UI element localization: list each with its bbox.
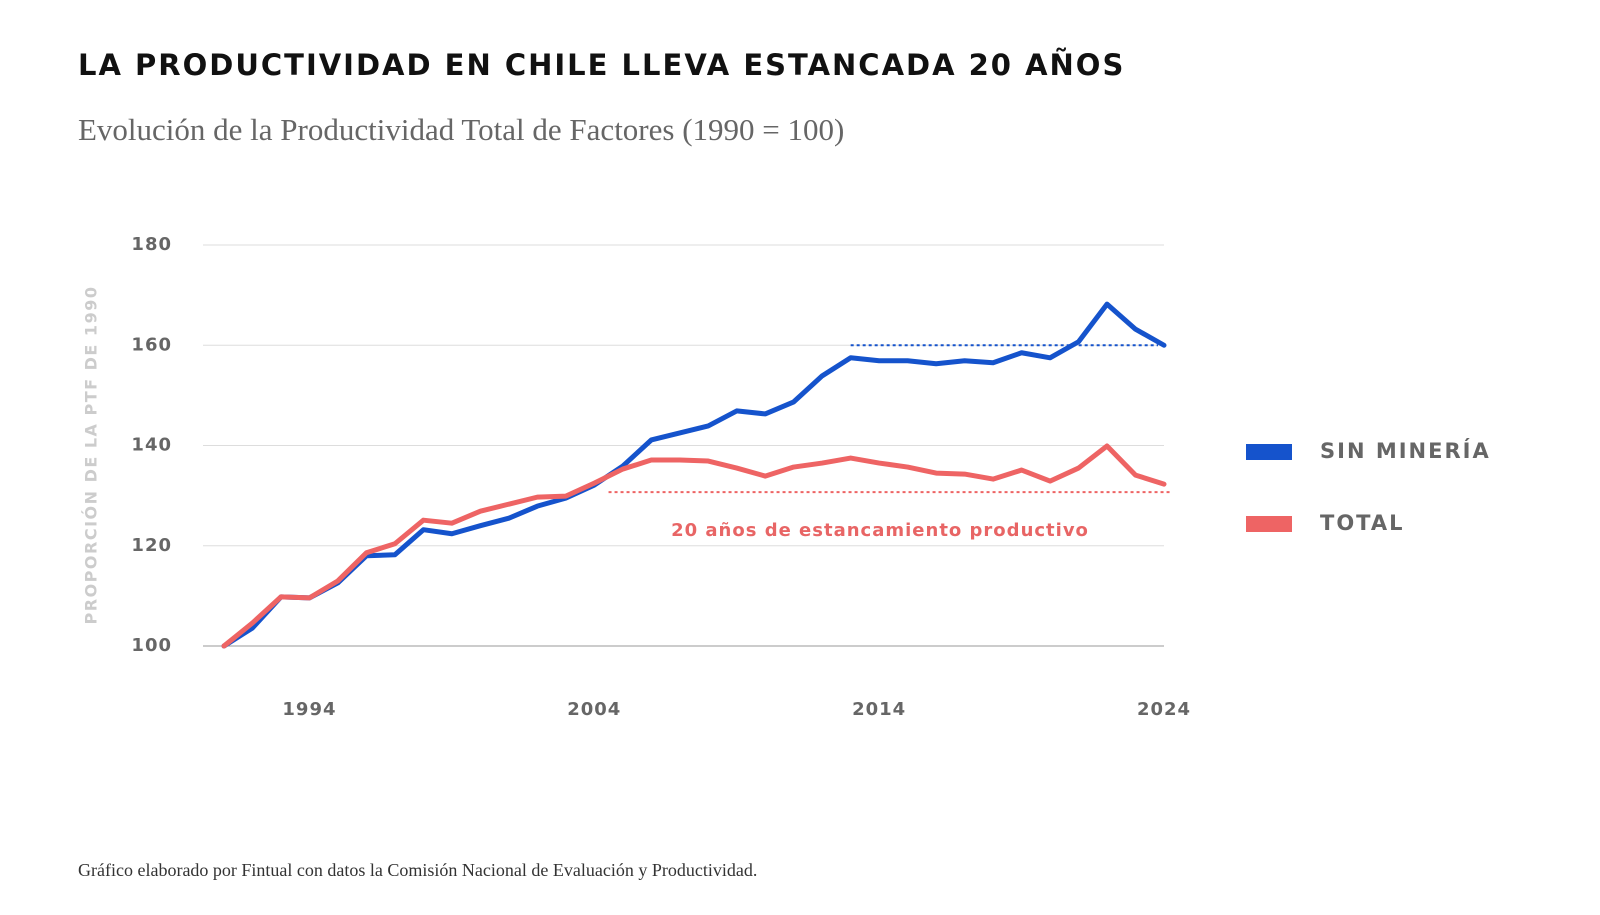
legend-swatch (1246, 516, 1292, 532)
y-tick-label: 180 (131, 234, 172, 255)
x-tick-label: 2024 (1137, 699, 1191, 720)
chart-title: LA PRODUCTIVIDAD EN CHILE LLEVA ESTANCAD… (78, 48, 1125, 82)
y-tick-label: 100 (131, 635, 172, 656)
legend-swatch (1246, 444, 1292, 460)
y-tick-label: 160 (131, 334, 172, 355)
source: Gráfico elaborado por Fintual con datos … (78, 860, 757, 880)
y-axis-label: PROPORCIÓN DE LA PTF DE 1990 (82, 286, 101, 625)
x-tick-label: 2014 (852, 699, 906, 720)
annotation: 20 años de estancamiento productivo (671, 520, 1089, 541)
line-series (221, 301, 1167, 649)
y-tick-label: 120 (131, 535, 172, 556)
line-series (221, 443, 1167, 649)
x-tick-label: 1994 (282, 699, 336, 720)
legend-label: TOTAL (1320, 511, 1405, 535)
x-tick-label: 2004 (567, 699, 621, 720)
y-tick-label: 140 (131, 435, 172, 456)
chart-subtitle: Evolución de la Productividad Total de F… (78, 112, 844, 147)
legend-label: SIN MINERÍA (1320, 438, 1491, 463)
